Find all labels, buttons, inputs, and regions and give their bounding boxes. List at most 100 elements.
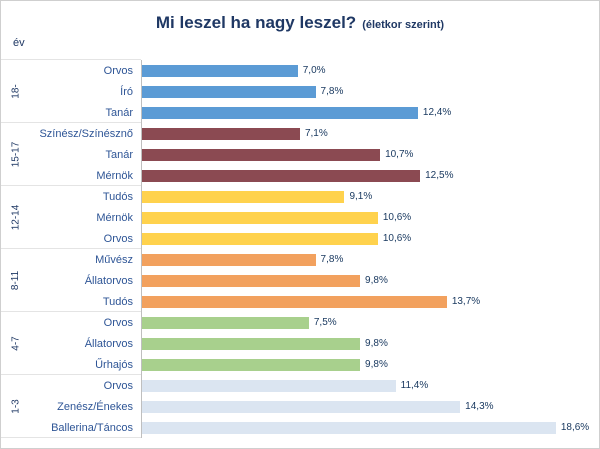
bar-row: Zenész/Énekes 14,3% (31, 396, 599, 417)
value-label: 9,8% (365, 275, 388, 286)
bar-row: Tudós 9,1% (31, 186, 599, 207)
bar-track: 7,8% (141, 249, 599, 270)
value-label: 7,1% (304, 128, 328, 139)
age-group-label: 15-17 (10, 141, 22, 168)
y-axis-unit-label: év (13, 37, 25, 49)
bar-track: 14,3% (141, 396, 599, 417)
chart-group: 18- Orvos 7,0% Író 7,8% Tanár 12,4% (1, 60, 599, 123)
bar (142, 190, 345, 203)
bar (142, 85, 316, 98)
bar-track: 12,4% (141, 102, 599, 123)
bar (142, 337, 361, 350)
value-label: 7,5% (313, 317, 337, 328)
group-rows: Tudós 9,1% Mérnök 10,6% Orvos 10,6% (31, 186, 599, 249)
value-label: 10,6% (382, 212, 412, 223)
category-label: Orvos (103, 316, 133, 329)
bar-row: Orvos 10,6% (31, 228, 599, 249)
category-label: Orvos (103, 379, 133, 392)
bar (142, 358, 361, 371)
bar-row: Művész 7,8% (31, 249, 599, 270)
category-label: Orvos (103, 232, 133, 245)
chart-group: 1-3 Orvos 11,4% Zenész/Énekes 14,3% Ballerina… (1, 375, 599, 438)
bar-row: Orvos 7,5% (31, 312, 599, 333)
chart-group: 4-7 Orvos 7,5% Állatorvos 9,8% Űrhajós 9,8% (1, 312, 599, 375)
bar-track: 11,4% (141, 375, 599, 396)
category-label: Tudós (102, 295, 133, 308)
chart-title: Mi leszel ha nagy leszel? (155, 13, 357, 32)
bar-track: 7,1% (141, 123, 599, 144)
category-label: Tanár (105, 148, 133, 161)
bar-track: 12,5% (141, 165, 599, 186)
value-label: 7,0% (302, 65, 326, 76)
age-group-cell: 12-14 (1, 186, 31, 249)
group-rows: Színész/Színésznő 7,1% Tanár 10,7% Mérnök 12,… (31, 123, 599, 186)
age-group-cell: 1-3 (1, 375, 31, 438)
age-group-label: 12-14 (10, 204, 22, 231)
bar (142, 169, 421, 182)
value-label: 11,4% (400, 380, 429, 391)
value-label: 12,4% (422, 107, 452, 118)
group-rows: Orvos 7,0% Író 7,8% Tanár 12,4% (31, 60, 599, 123)
group-rows: Művész 7,8% Állatorvos 9,8% Tudós 13,7% (31, 249, 599, 312)
age-group-cell: 4-7 (1, 312, 31, 375)
bar (142, 421, 556, 434)
age-group-cell: 15-17 (1, 123, 31, 186)
chart-group: 15-17 Színész/Színésznő 7,1% Tanár 10,7% Mérn… (1, 123, 599, 186)
value-label: 9,8% (365, 338, 388, 349)
bar-row: Író 7,8% (31, 81, 599, 102)
group-rows: Orvos 11,4% Zenész/Énekes 14,3% Ballerina/Tá… (31, 375, 599, 438)
bar (142, 316, 309, 329)
bar (142, 64, 298, 77)
bar (142, 253, 316, 266)
bar (142, 211, 378, 224)
bar (142, 106, 418, 119)
bar-row: Űrhajós 9,8% (31, 354, 599, 375)
category-label: Tudós (102, 190, 133, 203)
value-label: 12,5% (425, 170, 454, 181)
category-label: Zenész/Énekes (57, 400, 133, 413)
bar (142, 379, 396, 392)
category-label: Művész (95, 253, 133, 266)
age-group-label: 8-11 (10, 270, 22, 291)
category-label: Állatorvos (84, 337, 133, 350)
bar (142, 274, 361, 287)
value-label: 9,8% (365, 359, 388, 370)
category-label: Író (120, 85, 133, 98)
value-label: 18,6% (560, 422, 590, 433)
category-label: Tanár (105, 106, 133, 119)
value-label: 10,7% (385, 149, 414, 160)
value-label: 13,7% (451, 296, 481, 307)
bar-row: Orvos 11,4% (31, 375, 599, 396)
age-group-label: 18- (10, 84, 22, 99)
bar (142, 127, 300, 140)
value-label: 14,3% (465, 401, 494, 412)
age-group-label: 1-3 (10, 399, 22, 414)
category-label: Mérnök (96, 211, 133, 224)
bar-row: Mérnök 12,5% (31, 165, 599, 186)
chart-group: 12-14 Tudós 9,1% Mérnök 10,6% Orvos 10,6% (1, 186, 599, 249)
bar (142, 400, 461, 413)
bar-row: Tanár 12,4% (31, 102, 599, 123)
bar-row: Tudós 13,7% (31, 291, 599, 312)
chart-header: Mi leszel ha nagy leszel? (életkor szerin… (1, 1, 599, 45)
bar-track: 18,6% (141, 417, 599, 438)
category-label: Mérnök (96, 169, 133, 182)
category-label: Ballerina/Táncos (51, 421, 133, 434)
group-rows: Orvos 7,5% Állatorvos 9,8% Űrhajós 9,8% (31, 312, 599, 375)
bar-track: 10,6% (141, 207, 599, 228)
category-label: Állatorvos (84, 274, 133, 287)
value-label: 7,8% (320, 86, 344, 97)
value-label: 9,1% (349, 191, 373, 202)
bar-track: 9,8% (141, 270, 599, 291)
chart-body: 18- Orvos 7,0% Író 7,8% Tanár 12,4% 15-17 Színés… (1, 59, 599, 438)
bar-track: 7,5% (141, 312, 599, 333)
bar-track: 9,8% (141, 333, 599, 354)
bar-track: 10,6% (141, 228, 599, 249)
bar-track: 7,0% (141, 60, 599, 81)
chart-subtitle: (életkor szerint) (362, 19, 445, 31)
bar-track: 9,8% (141, 354, 599, 375)
bar (142, 295, 447, 308)
chart-group: 8-11 Művész 7,8% Állatorvos 9,8% Tudós 13,7% (1, 249, 599, 312)
bar-row: Tanár 10,7% (31, 144, 599, 165)
